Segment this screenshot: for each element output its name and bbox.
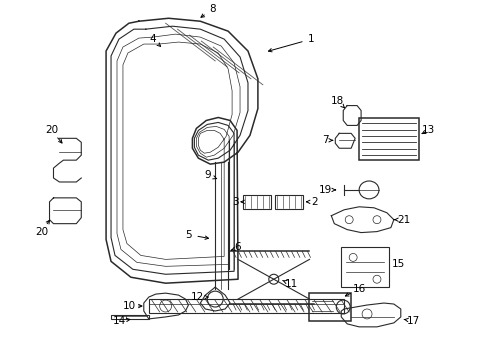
Text: 11: 11 bbox=[285, 279, 298, 289]
Text: 5: 5 bbox=[185, 230, 192, 239]
Text: 10: 10 bbox=[122, 301, 135, 311]
Text: 9: 9 bbox=[204, 170, 211, 180]
Text: 17: 17 bbox=[407, 316, 420, 326]
Text: 1: 1 bbox=[308, 34, 315, 44]
Bar bbox=[243, 195, 271, 209]
Text: 14: 14 bbox=[112, 316, 125, 326]
Text: 16: 16 bbox=[352, 284, 366, 294]
Text: 20: 20 bbox=[45, 125, 58, 135]
Text: 12: 12 bbox=[191, 292, 204, 302]
Bar bbox=[359, 118, 418, 160]
Text: 21: 21 bbox=[397, 215, 411, 225]
Text: 18: 18 bbox=[331, 96, 344, 105]
Text: 8: 8 bbox=[209, 4, 216, 14]
Text: 20: 20 bbox=[35, 226, 48, 237]
Text: 7: 7 bbox=[322, 135, 329, 145]
Text: 2: 2 bbox=[311, 197, 318, 207]
Text: 19: 19 bbox=[319, 185, 332, 195]
Text: 4: 4 bbox=[149, 34, 156, 44]
Text: 6: 6 bbox=[235, 243, 242, 252]
Bar bbox=[275, 195, 302, 209]
Text: 15: 15 bbox=[392, 259, 405, 269]
Bar bbox=[341, 247, 389, 287]
Bar bbox=[149, 299, 344, 313]
Text: 3: 3 bbox=[232, 197, 239, 207]
Bar bbox=[310, 293, 351, 321]
Text: 13: 13 bbox=[422, 125, 435, 135]
